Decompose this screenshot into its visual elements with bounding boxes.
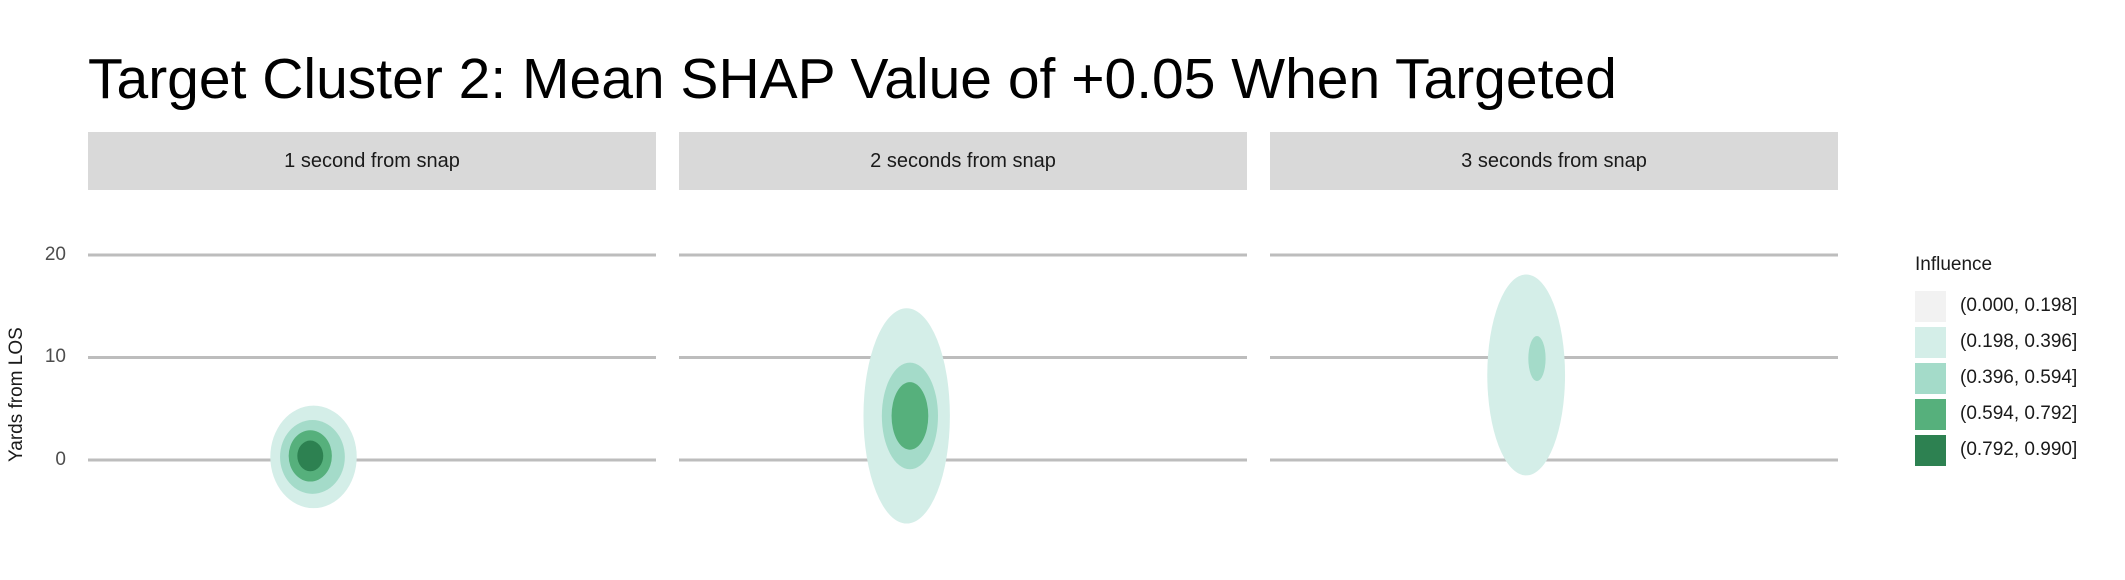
- legend-key: [1915, 290, 1946, 322]
- legend-label: (0.594, 0.792]: [1960, 403, 2078, 424]
- legend-item: (0.198, 0.396]: [1915, 324, 2077, 360]
- y-tick-label: 20: [44, 244, 66, 265]
- legend-key: [1915, 362, 1946, 394]
- facet-panel-1: [88, 253, 656, 509]
- chart-title: Target Cluster 2: Mean SHAP Value of +0.…: [88, 47, 1617, 111]
- legend-label: (0.000, 0.198]: [1960, 295, 2078, 316]
- legend-label: (0.396, 0.594]: [1960, 367, 2078, 388]
- facet-strip-3: 3 seconds from snap: [1270, 132, 1838, 190]
- legend-title: Influence: [1915, 254, 1993, 275]
- density-region-level-4: [297, 440, 324, 472]
- density-region-level-1: [1487, 274, 1566, 476]
- legend-item: (0.000, 0.198]: [1915, 288, 2077, 324]
- legend-item: (0.396, 0.594]: [1915, 360, 2077, 396]
- facet-panel-2: [679, 253, 1247, 524]
- y-axis-label: Yards from LOS: [6, 327, 27, 462]
- legend-key: [1915, 434, 1946, 466]
- legend-key: [1915, 326, 1946, 358]
- legend-item: (0.792, 0.990]: [1915, 432, 2077, 468]
- legend-item: (0.594, 0.792]: [1915, 396, 2077, 432]
- facet-panel-3: [1270, 253, 1838, 476]
- legend: Influence (0.000, 0.198] (0.198, 0.396] …: [1915, 254, 2077, 468]
- facet-strip-1: 1 second from snap: [88, 132, 656, 190]
- density-region-level-3: [891, 382, 929, 450]
- legend-key: [1915, 398, 1946, 430]
- y-tick-label: 10: [44, 346, 66, 367]
- facet-strip-2: 2 seconds from snap: [679, 132, 1247, 190]
- legend-label: (0.792, 0.990]: [1960, 439, 2078, 460]
- y-tick-label: 0: [55, 449, 66, 470]
- density-region-level-2: [1528, 335, 1546, 382]
- legend-label: (0.198, 0.396]: [1960, 331, 2078, 352]
